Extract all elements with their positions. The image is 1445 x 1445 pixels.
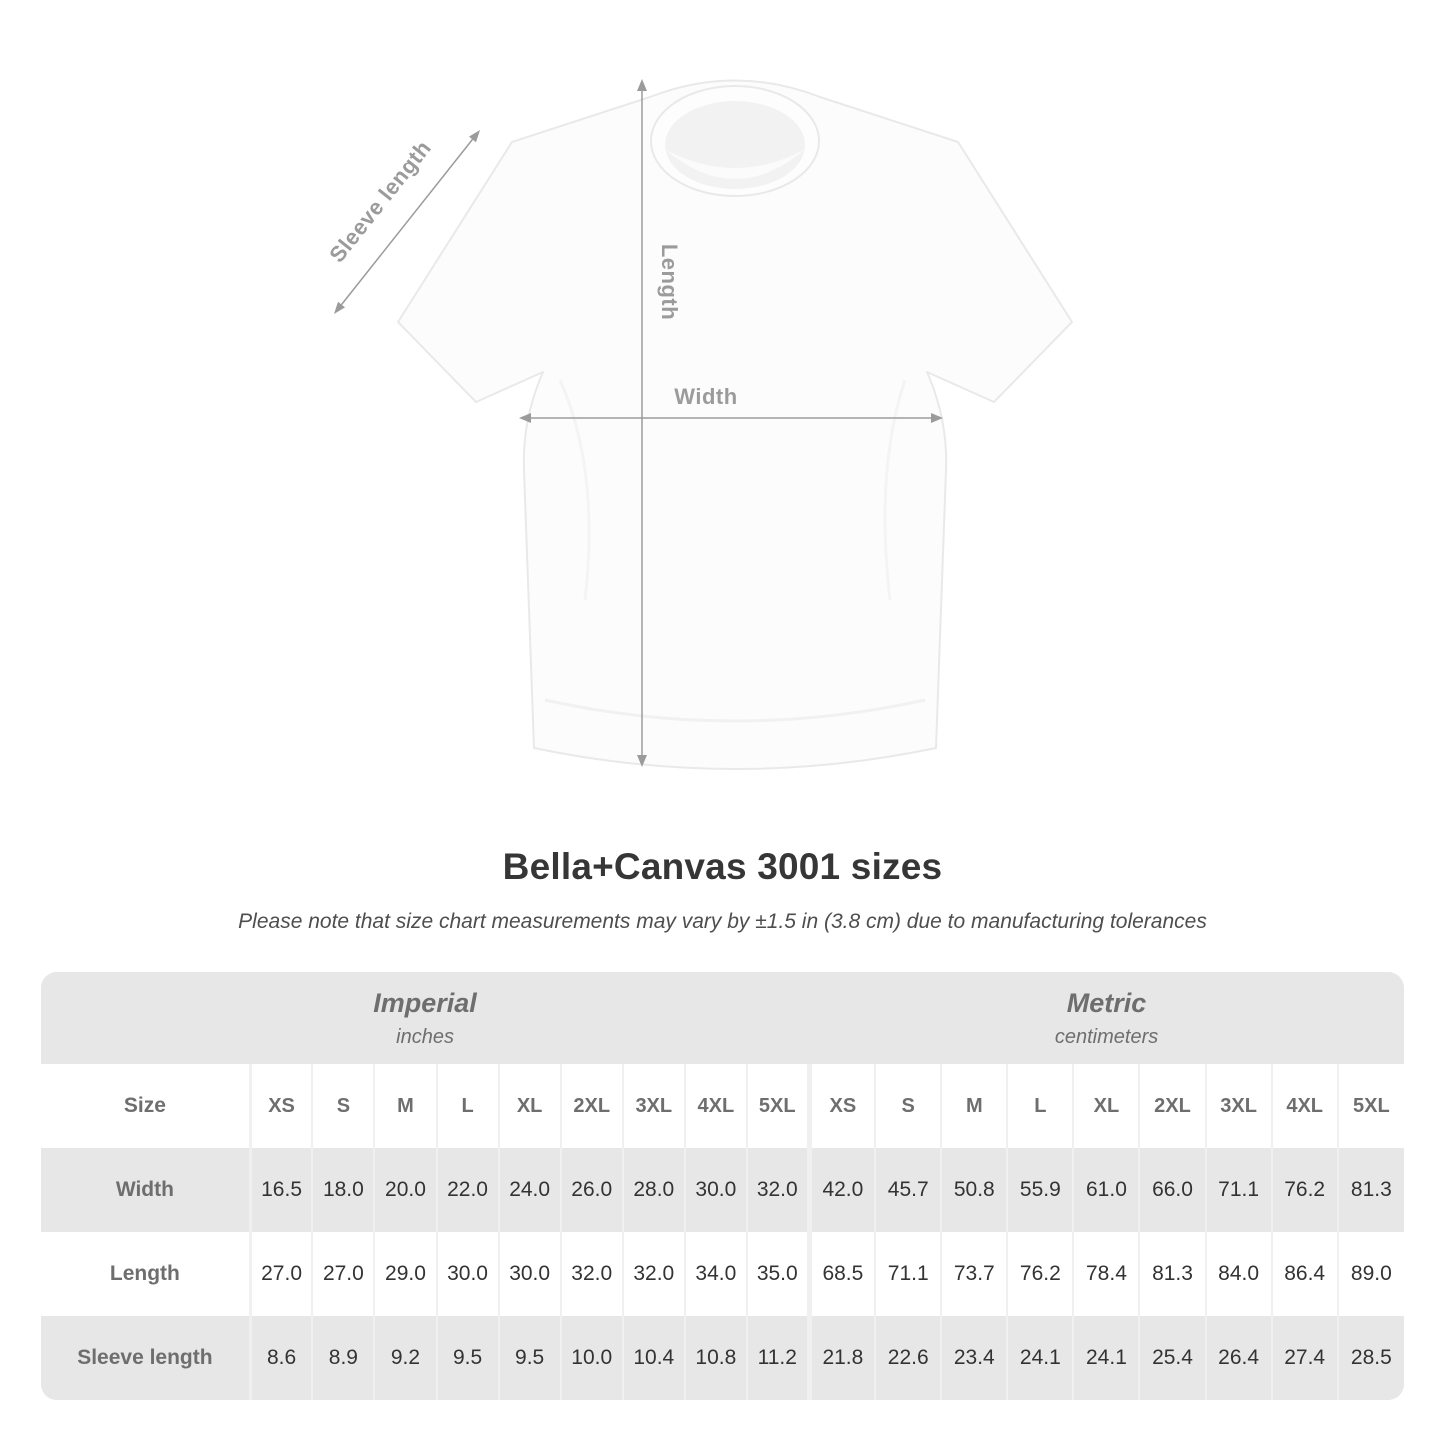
value-cell: 50.8 <box>940 1148 1008 1232</box>
size-header-row: Size XS S M L XL 2XL 3XL 4XL 5XL XS S M … <box>41 1064 1404 1148</box>
value-cell: 24.1 <box>1006 1316 1074 1400</box>
value-cell: 22.0 <box>435 1148 499 1232</box>
width-row: Width 16.5 18.0 20.0 22.0 24.0 26.0 28.0… <box>41 1148 1404 1232</box>
value-cell: 22.6 <box>874 1316 942 1400</box>
value-cell: 73.7 <box>940 1232 1008 1316</box>
value-cell: 27.0 <box>311 1232 375 1316</box>
metric-unit: centimeters <box>1054 1025 1159 1048</box>
size-col-header: L <box>1006 1064 1074 1148</box>
value-cell: 23.4 <box>940 1316 1008 1400</box>
size-col-header: 2XL <box>1138 1064 1206 1148</box>
size-col-header: 5XL <box>1336 1064 1404 1148</box>
size-col-header: XL <box>1072 1064 1140 1148</box>
value-cell: 29.0 <box>373 1232 437 1316</box>
value-cell: 24.1 <box>1072 1316 1140 1400</box>
value-cell: 81.3 <box>1138 1232 1206 1316</box>
imperial-title: Imperial <box>373 987 477 1018</box>
sleeve-length-label: Sleeve length <box>324 136 436 268</box>
size-col-header: M <box>940 1064 1008 1148</box>
value-cell: 21.8 <box>806 1316 876 1400</box>
value-cell: 26.0 <box>559 1148 623 1232</box>
value-cell: 45.7 <box>874 1148 942 1232</box>
value-cell: 25.4 <box>1138 1316 1206 1400</box>
value-cell: 42.0 <box>806 1148 876 1232</box>
value-cell: 86.4 <box>1270 1232 1338 1316</box>
value-cell: 78.4 <box>1072 1232 1140 1316</box>
length-arrow <box>637 79 647 767</box>
value-cell: 11.2 <box>745 1316 810 1400</box>
tshirt-diagram-svg: Sleeve length Length Width <box>324 79 1073 770</box>
corner-label: Size <box>41 1064 251 1148</box>
size-col-header: S <box>311 1064 375 1148</box>
metric-section-header: Metric centimeters <box>809 972 1404 1064</box>
size-col-header: XL <box>497 1064 561 1148</box>
width-label: Width <box>674 384 737 409</box>
metric-title: Metric <box>1066 987 1147 1018</box>
value-cell: 30.0 <box>435 1232 499 1316</box>
value-cell: 16.5 <box>248 1148 313 1232</box>
size-col-header: 3XL <box>621 1064 685 1148</box>
value-cell: 76.2 <box>1270 1148 1338 1232</box>
value-cell: 26.4 <box>1204 1316 1272 1400</box>
value-cell: 28.5 <box>1336 1316 1404 1400</box>
value-cell: 18.0 <box>311 1148 375 1232</box>
length-label: Length <box>657 244 682 320</box>
imperial-section-header: Imperial inches <box>41 972 810 1064</box>
value-cell: 9.5 <box>497 1316 561 1400</box>
value-cell: 24.0 <box>497 1148 561 1232</box>
row-label: Width <box>41 1148 251 1232</box>
value-cell: 20.0 <box>373 1148 437 1232</box>
value-cell: 9.2 <box>373 1316 437 1400</box>
size-col-header: 4XL <box>683 1064 747 1148</box>
value-cell: 71.1 <box>1204 1148 1272 1232</box>
value-cell: 61.0 <box>1072 1148 1140 1232</box>
size-col-header: L <box>435 1064 499 1148</box>
value-cell: 10.0 <box>559 1316 623 1400</box>
value-cell: 84.0 <box>1204 1232 1272 1316</box>
tshirt-measurement-diagram: Sleeve length Length Width <box>324 79 1073 770</box>
value-cell: 8.9 <box>311 1316 375 1400</box>
value-cell: 10.8 <box>683 1316 747 1400</box>
value-cell: 28.0 <box>621 1148 685 1232</box>
value-cell: 68.5 <box>806 1232 876 1316</box>
size-col-header: XS <box>806 1064 876 1148</box>
size-chart-table: Imperial inches Metric centimeters Size … <box>41 972 1404 1400</box>
value-cell: 32.0 <box>559 1232 623 1316</box>
value-cell: 66.0 <box>1138 1148 1206 1232</box>
value-cell: 10.4 <box>621 1316 685 1400</box>
value-cell: 32.0 <box>621 1232 685 1316</box>
width-arrow <box>519 413 943 423</box>
page-title: Bella+Canvas 3001 sizes <box>502 846 943 887</box>
value-cell: 30.0 <box>683 1148 747 1232</box>
size-col-header: 4XL <box>1270 1064 1338 1148</box>
tolerance-note: Please note that size chart measurements… <box>238 910 1207 933</box>
sleeve-length-row: Sleeve length 8.6 8.9 9.2 9.5 9.5 10.0 1… <box>41 1316 1404 1400</box>
size-col-header: XS <box>248 1064 313 1148</box>
value-cell: 76.2 <box>1006 1232 1074 1316</box>
value-cell: 27.4 <box>1270 1316 1338 1400</box>
length-row: Length 27.0 27.0 29.0 30.0 30.0 32.0 32.… <box>41 1232 1404 1316</box>
size-col-header: 5XL <box>745 1064 810 1148</box>
value-cell: 9.5 <box>435 1316 499 1400</box>
size-col-header: M <box>373 1064 437 1148</box>
value-cell: 30.0 <box>497 1232 561 1316</box>
row-label: Length <box>41 1232 251 1316</box>
sleeve-length-arrow <box>334 130 480 314</box>
value-cell: 35.0 <box>745 1232 810 1316</box>
value-cell: 32.0 <box>745 1148 810 1232</box>
size-col-header: 3XL <box>1204 1064 1272 1148</box>
tshirt-shape <box>397 79 1073 770</box>
value-cell: 71.1 <box>874 1232 942 1316</box>
row-label: Sleeve length <box>41 1316 251 1400</box>
size-col-header: S <box>874 1064 942 1148</box>
value-cell: 34.0 <box>683 1232 747 1316</box>
value-cell: 81.3 <box>1336 1148 1404 1232</box>
size-col-header: 2XL <box>559 1064 623 1148</box>
value-cell: 8.6 <box>248 1316 313 1400</box>
unit-header-row: Imperial inches Metric centimeters <box>41 972 1404 1064</box>
value-cell: 27.0 <box>248 1232 313 1316</box>
value-cell: 89.0 <box>1336 1232 1404 1316</box>
value-cell: 55.9 <box>1006 1148 1074 1232</box>
imperial-unit: inches <box>396 1025 454 1048</box>
